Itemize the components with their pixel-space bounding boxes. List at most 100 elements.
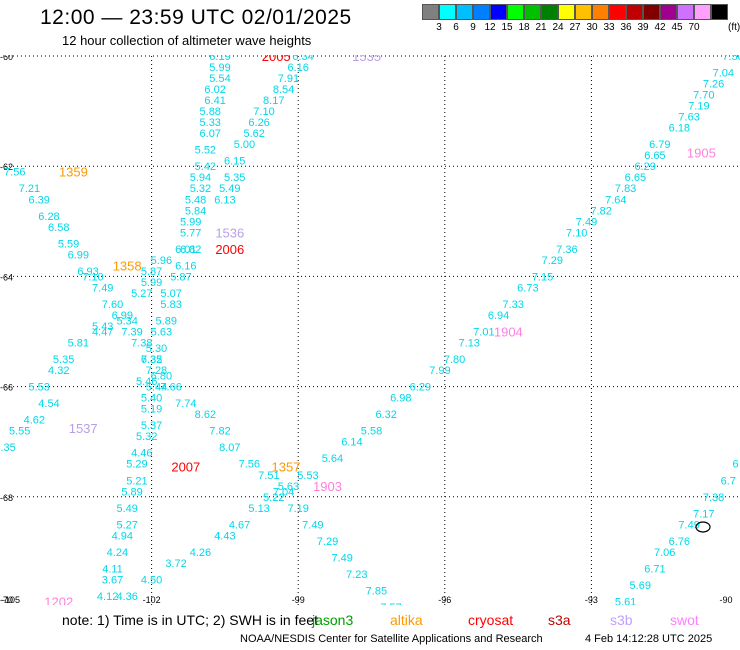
legend-swatch — [575, 4, 592, 20]
wave-height-value: 5.94 — [190, 172, 211, 184]
lat-tick-label: -62 — [0, 162, 13, 172]
wave-height-value: 7.38 — [703, 492, 724, 504]
wave-height-value: 7.83 — [615, 183, 636, 195]
satellite-label-altika: altika — [390, 612, 423, 628]
wave-height-value: 5.13 — [248, 503, 269, 515]
lat-tick-label: -68 — [0, 493, 13, 503]
wave-height-value: 5.33 — [200, 117, 221, 129]
wave-height-value: 4.62 — [24, 415, 45, 427]
lon-tick-label: -102 — [143, 595, 161, 605]
wave-height-value: 4.46 — [131, 448, 152, 460]
pass-label: 1357 — [272, 459, 301, 474]
wave-height-value: 6.19 — [209, 55, 230, 63]
wave-height-value: 7.36 — [556, 244, 577, 256]
legend-label: 12 — [484, 22, 496, 33]
pass-label: 1903 — [313, 479, 342, 494]
wave-height-value: 6 — [732, 459, 738, 471]
legend-swatch — [524, 4, 541, 20]
legend-label: 30 — [586, 22, 598, 33]
legend-swatch — [643, 4, 660, 20]
wave-height-value: 6.16 — [287, 62, 308, 74]
wave-height-value: 7.04 — [273, 486, 294, 498]
wave-height-value: 7.51 — [258, 470, 279, 482]
wave-height-value: 7.49 — [678, 519, 699, 531]
wave-height-value: 5.53 — [28, 382, 49, 394]
legend-swatch — [609, 4, 626, 20]
satellite-label-swot: swot — [670, 612, 699, 628]
pass-label: 1202 — [44, 594, 73, 605]
wave-height-value: 5.35 — [224, 172, 245, 184]
wave-height-value: 5.96 — [151, 255, 172, 267]
legend-swatch — [660, 4, 677, 20]
wave-height-value: 7.10 — [566, 227, 587, 239]
legend-swatch — [694, 4, 711, 20]
pass-labels: 2005 1535 1359 1905 1536 2006 1358 1904 1537 2007… — [44, 55, 716, 605]
wave-height-value: 7.13 — [459, 338, 480, 350]
wave-height-value: 6.18 — [669, 123, 690, 135]
legend-swatch — [626, 4, 643, 20]
wave-height-value: 5.58 — [361, 426, 382, 438]
wave-height-value: 5.63 — [151, 327, 172, 339]
satellite-label-cryosat: cryosat — [468, 612, 514, 628]
pass-label: 2006 — [215, 242, 244, 257]
wave-height-value: 8.62 — [195, 409, 216, 421]
pass-label: 2007 — [171, 459, 200, 474]
lon-tick-label: -99 — [292, 595, 305, 605]
pass-label: 1535 — [352, 55, 381, 64]
wave-height-value: 5.88 — [200, 106, 221, 118]
legend-swatch — [422, 4, 439, 20]
legend-swatch — [677, 4, 694, 20]
wave-height-value: 7.56 — [239, 459, 260, 471]
wave-height-value: 5.35 — [53, 354, 74, 366]
wave-height-value: 6.28 — [38, 211, 59, 223]
wave-height-value: 5.81 — [68, 338, 89, 350]
wave-height-value: 6.32 — [375, 409, 396, 421]
wave-height-value: 4.24 — [107, 547, 128, 559]
wave-height-value: 6.41 — [204, 95, 225, 107]
wave-height-value: 6.7 — [721, 475, 736, 487]
wave-height-value: 7.19 — [688, 101, 709, 113]
wave-height-value: 6.94 — [488, 310, 509, 322]
wave-height-value: 6.26 — [248, 117, 269, 129]
wave-height-value: 6.98 — [390, 393, 411, 405]
wave-height-value: 6.99 — [68, 249, 89, 261]
wave-height-value: 6.65 — [625, 172, 646, 184]
wave-height-value: 4.54 — [38, 398, 59, 410]
legend-label: 27 — [569, 22, 581, 33]
wave-height-value: 6.82 — [180, 244, 201, 256]
wave-height-value: 7.49 — [331, 552, 352, 564]
wave-height-value: 5.32 — [136, 431, 157, 443]
wave-height-value: 5.30 — [146, 343, 167, 355]
wave-height-value: 6.58 — [48, 222, 69, 234]
wave-height-value: 7.10 — [82, 271, 103, 283]
wave-height-value: 6.01 — [175, 244, 196, 256]
wave-height-value: 8.07 — [219, 442, 240, 454]
wave-height-value: 7.26 — [703, 79, 724, 91]
wave-height-value: 7.28 — [146, 365, 167, 377]
wave-height-value: 7.66 — [160, 382, 181, 394]
wave-height-value: 6.71 — [644, 563, 665, 575]
lon-tick-label: -105 — [2, 595, 20, 605]
wave-height-value: 3.72 — [165, 558, 186, 570]
wave-height-value: 7.50 — [722, 55, 740, 63]
wave-height-value: 4.43 — [214, 530, 235, 542]
wave-height-value: 5.52 — [195, 145, 216, 157]
satellite-label-s3b: s3b — [610, 612, 633, 628]
pass-label: 1536 — [215, 225, 244, 240]
island-outline — [695, 521, 711, 533]
footer-note: note: 1) Time is in UTC; 2) SWH is in fe… — [62, 612, 318, 628]
legend-label: 36 — [620, 22, 632, 33]
wave-height-value: 7.57 — [380, 602, 401, 605]
wave-height-value: 4.50 — [141, 574, 162, 586]
wave-height-value: 5.89 — [156, 315, 177, 327]
wave-height-value: 3.67 — [102, 574, 123, 586]
wave-height-value: 7.85 — [366, 585, 387, 597]
legend-label: 42 — [654, 22, 666, 33]
wave-height-value: 5.99 — [141, 277, 162, 289]
page-title: 12:00 — 23:59 UTC 02/01/2025 — [40, 6, 352, 29]
wave-height-value: 7.91 — [278, 73, 299, 85]
wave-height-value: 7.06 — [654, 547, 675, 559]
wave-height-value: 4.11 — [102, 563, 123, 575]
wave-height-value: 7.15 — [532, 271, 553, 283]
